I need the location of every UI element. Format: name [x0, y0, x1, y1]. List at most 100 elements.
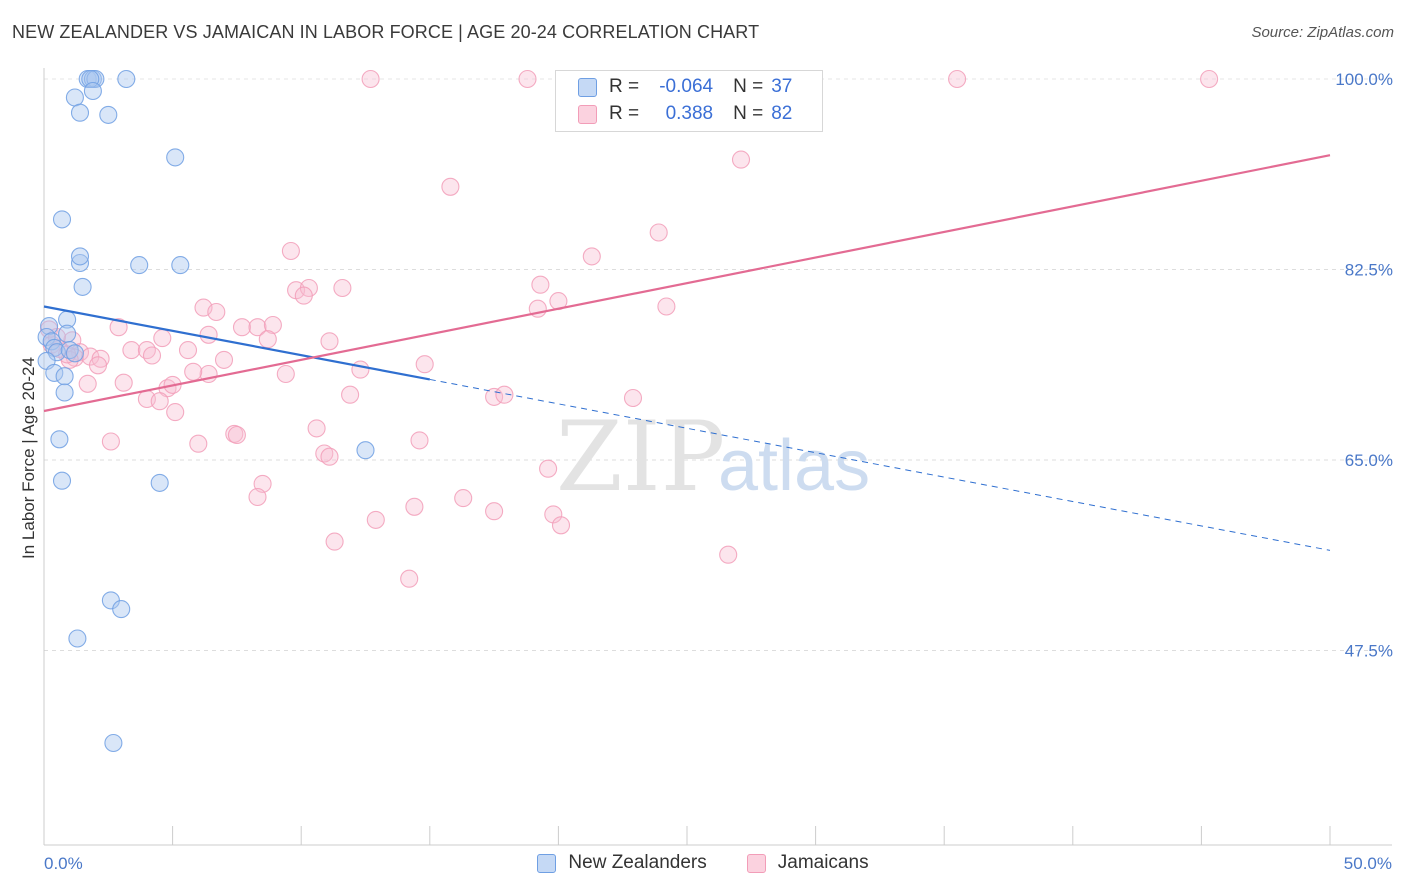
- nz-trend-line: [43, 305, 431, 381]
- y-axis-label: In Labor Force | Age 20-24: [19, 357, 38, 559]
- jm-point: [1200, 69, 1219, 89]
- jm-point: [150, 392, 169, 411]
- jm-point: [248, 487, 267, 507]
- nz-point: [65, 88, 84, 107]
- jm-point: [227, 425, 246, 445]
- jm-point: [551, 516, 571, 535]
- nz-point: [356, 441, 375, 460]
- jm-point: [325, 532, 344, 551]
- nz-point: [40, 317, 59, 336]
- jm-point: [189, 434, 208, 453]
- trend-lines: [43, 154, 1331, 551]
- nz-point: [112, 600, 131, 619]
- jm-point: [114, 373, 133, 392]
- jm-r-value: 0.388: [665, 103, 714, 124]
- jm-point: [315, 444, 334, 463]
- nz-trend-extension: [429, 378, 1331, 551]
- y-tick-label: 47.5%: [1345, 642, 1393, 661]
- jm-point: [341, 385, 360, 404]
- jm-point: [361, 69, 380, 89]
- jm-point: [657, 297, 676, 316]
- x-tick-label: 0.0%: [44, 854, 83, 873]
- nz-point: [70, 103, 90, 122]
- nz-point: [52, 210, 72, 229]
- n-label: N =: [733, 76, 764, 97]
- nz-point: [83, 81, 102, 101]
- jm-point: [366, 510, 385, 529]
- legend-swatch-jm: [746, 853, 766, 873]
- jm-point: [142, 346, 162, 365]
- nz-point: [50, 430, 69, 449]
- jm-point: [153, 329, 172, 348]
- nz-point: [65, 344, 84, 363]
- jm-point: [166, 403, 185, 422]
- jm-point: [441, 177, 460, 196]
- jm-point: [258, 330, 277, 349]
- jm-point: [88, 356, 108, 375]
- nz-point: [52, 471, 72, 490]
- jm-point: [400, 569, 419, 588]
- nz-point: [55, 367, 74, 386]
- legend-item-jamaicans[interactable]: Jamaicans: [746, 852, 869, 874]
- stats-legend-row-nz: R = -0.064 N = 37: [578, 75, 792, 99]
- nz-point: [99, 105, 118, 124]
- stats-legend: R = -0.064 N = 37 R = 0.388 N = 82: [555, 70, 823, 132]
- r-label: R =: [609, 103, 640, 124]
- jm-point: [531, 275, 550, 294]
- nz-swatch: [578, 77, 597, 97]
- nz-n-value: 37: [771, 76, 793, 97]
- chart-title: NEW ZEALANDER VS JAMAICAN IN LABOR FORCE…: [12, 22, 760, 42]
- jm-point: [518, 69, 537, 89]
- jm-point: [333, 278, 352, 298]
- nz-point: [150, 473, 169, 492]
- jamaicans-points: [40, 69, 1219, 588]
- y-tick-label: 82.5%: [1345, 261, 1393, 280]
- nz-point: [104, 733, 123, 753]
- jm-n-value: 82: [771, 103, 793, 124]
- jm-point: [485, 502, 504, 521]
- nz-point: [73, 277, 92, 296]
- legend-label-nz: New Zealanders: [568, 852, 707, 873]
- jm-point: [184, 362, 203, 381]
- gridlines: [44, 78, 1392, 651]
- nz-point: [68, 629, 87, 648]
- nz-point: [60, 341, 79, 360]
- jm-point: [281, 241, 300, 261]
- jm-point: [276, 364, 295, 384]
- jm-point: [649, 223, 668, 242]
- jm-point: [178, 341, 198, 360]
- nz-point: [117, 69, 136, 89]
- jm-point: [214, 350, 234, 369]
- jm-point: [415, 355, 434, 374]
- nz-point: [86, 69, 105, 89]
- source-label: Source: ZipAtlas.com: [1251, 24, 1394, 41]
- jm-point: [320, 332, 339, 351]
- nz-point: [45, 363, 64, 382]
- nz-point: [70, 253, 90, 273]
- nz-point: [70, 247, 90, 266]
- jm-point: [248, 318, 267, 337]
- jm-point: [351, 360, 370, 379]
- tick-labels: 100.0% 82.5% 65.0% 47.5% 0.0% 50.0%: [44, 70, 1393, 873]
- jm-point: [109, 318, 128, 337]
- n-label: N =: [733, 103, 764, 124]
- jm-point: [232, 318, 252, 337]
- jm-point: [101, 432, 120, 451]
- jm-point: [122, 341, 141, 360]
- stats-legend-row-jm: R = 0.388 N = 82: [578, 102, 792, 126]
- nz-point: [130, 256, 149, 275]
- nz-point: [166, 148, 185, 167]
- r-label: R =: [609, 76, 640, 97]
- jm-point: [307, 419, 326, 438]
- y-tick-label: 100.0%: [1335, 70, 1393, 89]
- jm-swatch: [578, 104, 597, 124]
- legend-label-jm: Jamaicans: [777, 852, 869, 873]
- jm-point: [495, 385, 514, 404]
- nz-point: [55, 383, 74, 402]
- jm-point: [78, 374, 97, 393]
- axes: [43, 68, 1392, 846]
- nz-point: [81, 69, 100, 89]
- legend-item-new-zealanders[interactable]: New Zealanders: [537, 852, 707, 874]
- y-tick-label: 65.0%: [1345, 451, 1393, 470]
